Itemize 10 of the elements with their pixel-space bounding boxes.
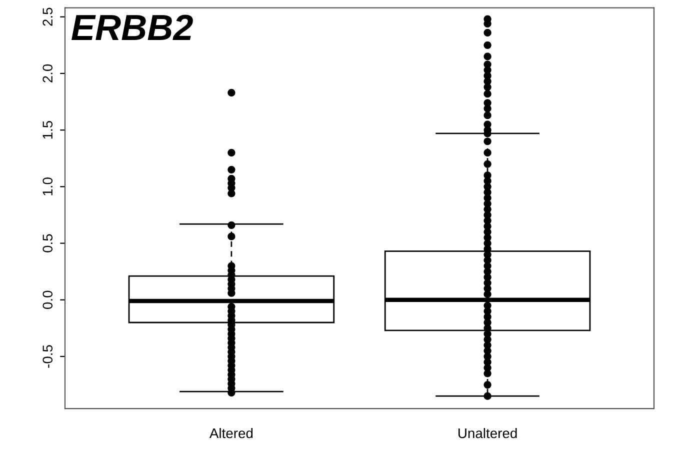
y-tick-label: -0.5: [42, 345, 53, 368]
y-tick-label: 0.5: [42, 234, 53, 252]
y-tick-label: 2.0: [42, 64, 53, 82]
y-tick-label: 0.0: [42, 290, 53, 309]
y-tick-label: 2.5: [42, 8, 53, 26]
x-tick-label: Altered: [209, 428, 253, 438]
y-tick-label: 1.0: [42, 178, 53, 196]
y-tick-label: 1.5: [42, 120, 53, 139]
x-tick-label: Unaltered: [458, 428, 517, 438]
chart-title: ERBB2: [72, 14, 193, 40]
